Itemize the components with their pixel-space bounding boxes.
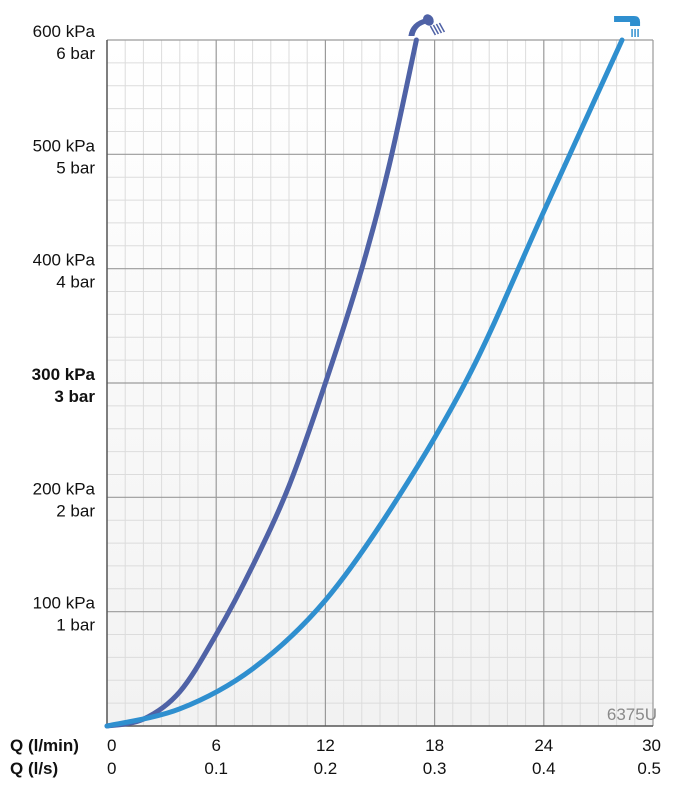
x-tick-label: 0.3	[423, 759, 447, 778]
y-tick-label-kpa: 100 kPa	[33, 594, 96, 613]
x-tick-label: 18	[425, 736, 444, 755]
overhead-shower-body	[614, 16, 641, 26]
water-stream	[435, 23, 443, 34]
hand-shower-head	[423, 14, 434, 26]
x-tick-label: 0.4	[532, 759, 556, 778]
water-stream	[438, 22, 446, 33]
water-stream	[429, 25, 437, 36]
x-tick-label: 0.5	[637, 759, 661, 778]
overhead-shower-icon	[614, 16, 641, 37]
x-tick-label: 6	[211, 736, 220, 755]
series-icons	[408, 14, 641, 37]
x-tick-label: 30	[642, 736, 661, 755]
chart-code-annotation: 6375U	[607, 705, 657, 724]
y-tick-labels: 600 kPa 6 bar 500 kPa 5 bar 400 kPa 4 bar 300 …	[32, 22, 96, 635]
hand-shower-icon	[408, 14, 446, 36]
y-tick-label-bar: 3 bar	[54, 387, 95, 406]
x-tick-label: 12	[316, 736, 335, 755]
y-tick-label-bar: 6 bar	[56, 44, 95, 63]
x-tick-label: 24	[534, 736, 553, 755]
x-tick-label: 0.2	[314, 759, 338, 778]
x-tick-labels: Q (l/min) 0 6 12 18 24 30 Q (l/s) 0 0.1 0.2 0.3 0.4 0…	[10, 736, 661, 778]
y-tick-label-kpa: 300 kPa	[32, 365, 96, 384]
major-grid	[106, 39, 654, 727]
series-line-1	[104, 37, 419, 729]
x-axis-name: Q (l/s)	[10, 759, 58, 778]
y-tick-label-kpa: 400 kPa	[33, 251, 96, 270]
y-tick-label-kpa: 200 kPa	[33, 479, 96, 498]
series-line-2	[104, 37, 625, 729]
y-tick-label-bar: 1 bar	[56, 616, 95, 635]
x-tick-label: 0	[107, 759, 116, 778]
series-layer	[104, 37, 625, 729]
x-axis-name: Q (l/min)	[10, 736, 79, 755]
y-tick-label-kpa: 600 kPa	[33, 22, 96, 41]
y-tick-label-bar: 5 bar	[56, 158, 95, 177]
y-tick-label-bar: 4 bar	[56, 273, 95, 292]
x-tick-label: 0.1	[204, 759, 228, 778]
x-tick-label: 0	[107, 736, 116, 755]
y-tick-label-bar: 2 bar	[56, 501, 95, 520]
water-stream	[432, 24, 440, 35]
hand-shower-body	[408, 18, 429, 36]
y-tick-label-kpa: 500 kPa	[33, 136, 96, 155]
